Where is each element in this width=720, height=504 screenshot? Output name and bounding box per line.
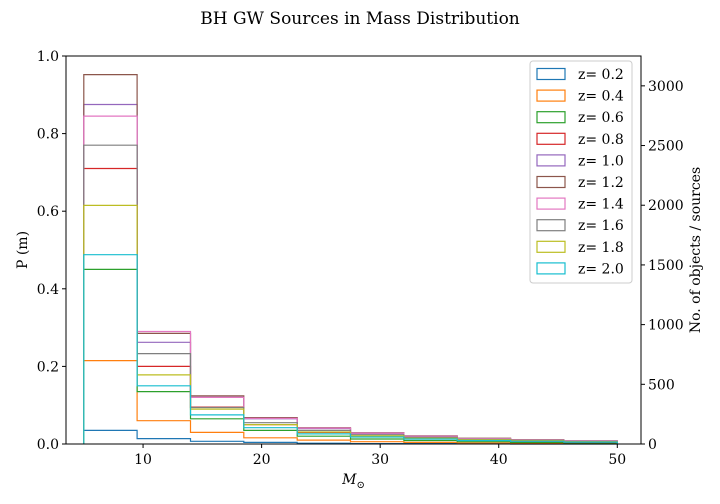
y-left-tick-label: 0.0 <box>37 437 59 453</box>
y-axis-right: 0 500 1000 1500 2000 2500 3000 <box>641 79 684 453</box>
y-axis-label-right: No. of objects / sources <box>688 167 704 333</box>
y-axis-label-left: P (m) <box>15 231 31 269</box>
x-tick-label: 10 <box>134 452 152 468</box>
x-tick-label: 30 <box>371 452 389 468</box>
legend-entry-label: z= 1.2 <box>578 175 624 191</box>
y-left-tick-label: 0.6 <box>37 204 59 220</box>
y-left-tick-label: 0.2 <box>37 359 59 375</box>
series-step-2 <box>83 360 618 445</box>
y-right-tick-label: 1000 <box>648 318 684 334</box>
histogram-steps <box>83 74 618 445</box>
y-right-tick-label: 1500 <box>648 258 684 274</box>
legend-entry-label: z= 0.6 <box>578 110 624 126</box>
y-right-tick-label: 3000 <box>648 79 684 95</box>
x-tick-label: 40 <box>490 452 508 468</box>
x-tick-label: 20 <box>253 452 271 468</box>
legend-swatch <box>536 154 566 167</box>
legend-box <box>529 60 633 284</box>
legend-swatch <box>536 67 566 81</box>
chart-title: BH GW Sources in Mass Distribution <box>200 9 520 29</box>
legend-swatch <box>536 111 566 124</box>
legend-swatch <box>536 262 566 275</box>
y-right-tick-label: 2500 <box>648 139 684 155</box>
series-step-3 <box>83 268 618 444</box>
legend-entry-label: z= 0.8 <box>578 132 624 148</box>
legend-swatch <box>536 132 566 145</box>
plot-frame <box>65 55 642 445</box>
legend-entry-label: z= 1.0 <box>578 153 624 169</box>
legend-entry-label: z= 0.4 <box>578 89 624 105</box>
legend-swatch <box>536 175 566 189</box>
y-axis-left: 0.0 0.2 0.4 0.6 0.8 1.0 <box>37 49 66 453</box>
x-axis: 10 20 30 40 50 <box>134 444 626 468</box>
y-right-tick-label: 2000 <box>648 198 684 214</box>
legend-entry-label: z= 1.4 <box>578 197 624 213</box>
legend-swatch <box>536 219 566 232</box>
x-tick-label: 50 <box>608 452 626 468</box>
legend: z= 0.2 z= 0.4 z= 0.6 z= 0.8 z= 1.0 z= 1.2 z= 1… <box>529 60 633 284</box>
x-axis-label: M⊙ <box>341 472 365 491</box>
legend-swatch <box>536 240 566 253</box>
series-step-10 <box>83 254 618 444</box>
legend-entry-label: z= 0.2 <box>578 67 624 83</box>
y-left-tick-label: 0.8 <box>37 127 59 143</box>
y-right-tick-label: 0 <box>648 437 657 453</box>
legend-entry-label: z= 1.6 <box>578 218 624 234</box>
legend-swatch <box>536 197 566 210</box>
y-left-tick-label: 1.0 <box>37 49 59 65</box>
legend-swatch <box>536 89 566 102</box>
legend-entry-label: z= 2.0 <box>578 261 624 277</box>
legend-entry-label: z= 1.8 <box>578 240 624 256</box>
y-left-tick-label: 0.4 <box>37 282 59 298</box>
y-right-tick-label: 500 <box>648 377 675 393</box>
